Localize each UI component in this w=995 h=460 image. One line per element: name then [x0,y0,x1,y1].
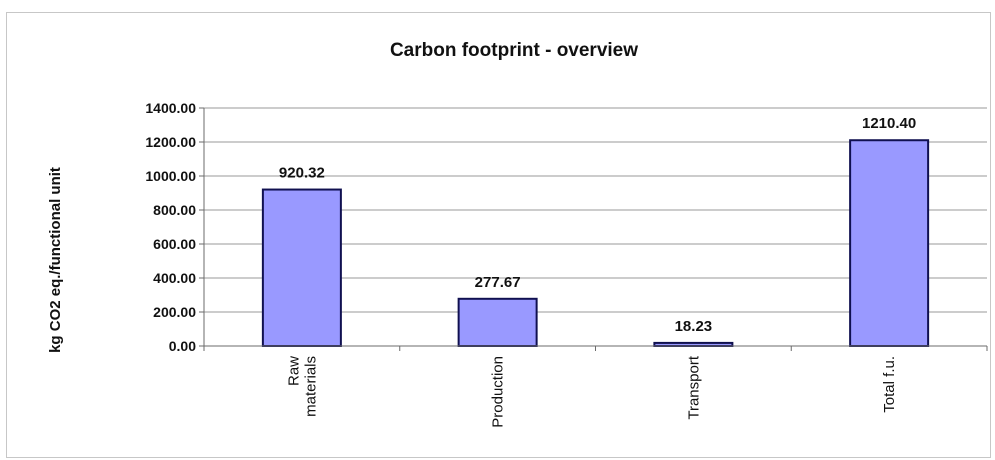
data-labels: 920.32 277.67 18.23 1210.40 [279,115,916,335]
chart-title: Carbon footprint - overview [390,40,638,61]
y-tick-label: 1000.00 [145,168,196,184]
x-tick-label-line: Raw [285,356,302,386]
data-label: 18.23 [675,318,713,335]
data-label: 1210.40 [862,115,916,132]
y-tick-label: 400.00 [153,270,196,286]
y-tick-label: 200.00 [153,304,196,320]
x-tick-label: Production [490,356,507,428]
x-tick-label-line: Transport [685,355,702,419]
y-tick-label: 800.00 [153,202,196,218]
x-tick-label-line: materials [302,356,319,417]
y-axis-label: kg CO2 eq./functional unit [47,167,64,353]
x-tick-label: Total f.u. [881,356,898,413]
y-tick-label: 0.00 [169,338,196,354]
x-tick-label: Raw materials [285,356,319,417]
chart-frame: Carbon footprint - overview kg CO2 eq./f… [6,12,991,458]
data-label: 277.67 [475,274,521,291]
bar [457,297,538,348]
y-tick-labels: 0.00 200.00 400.00 600.00 800.00 1000.00 1200.… [145,100,196,354]
y-tick-label: 1200.00 [145,134,196,150]
data-label: 920.32 [279,165,325,182]
x-tick-label-line: Production [490,356,507,428]
x-tick-label-line: Total f.u. [881,356,898,413]
bar [849,139,930,348]
bar [261,188,342,347]
bar-chart: Carbon footprint - overview kg CO2 eq./f… [47,40,988,428]
y-tick-label: 600.00 [153,236,196,252]
x-tick-labels: Raw materials Production Transport Total f.u… [285,355,898,428]
y-tick-label: 1400.00 [145,100,196,116]
bars [261,139,930,348]
x-tick-label: Transport [685,355,702,419]
axes [199,107,988,351]
